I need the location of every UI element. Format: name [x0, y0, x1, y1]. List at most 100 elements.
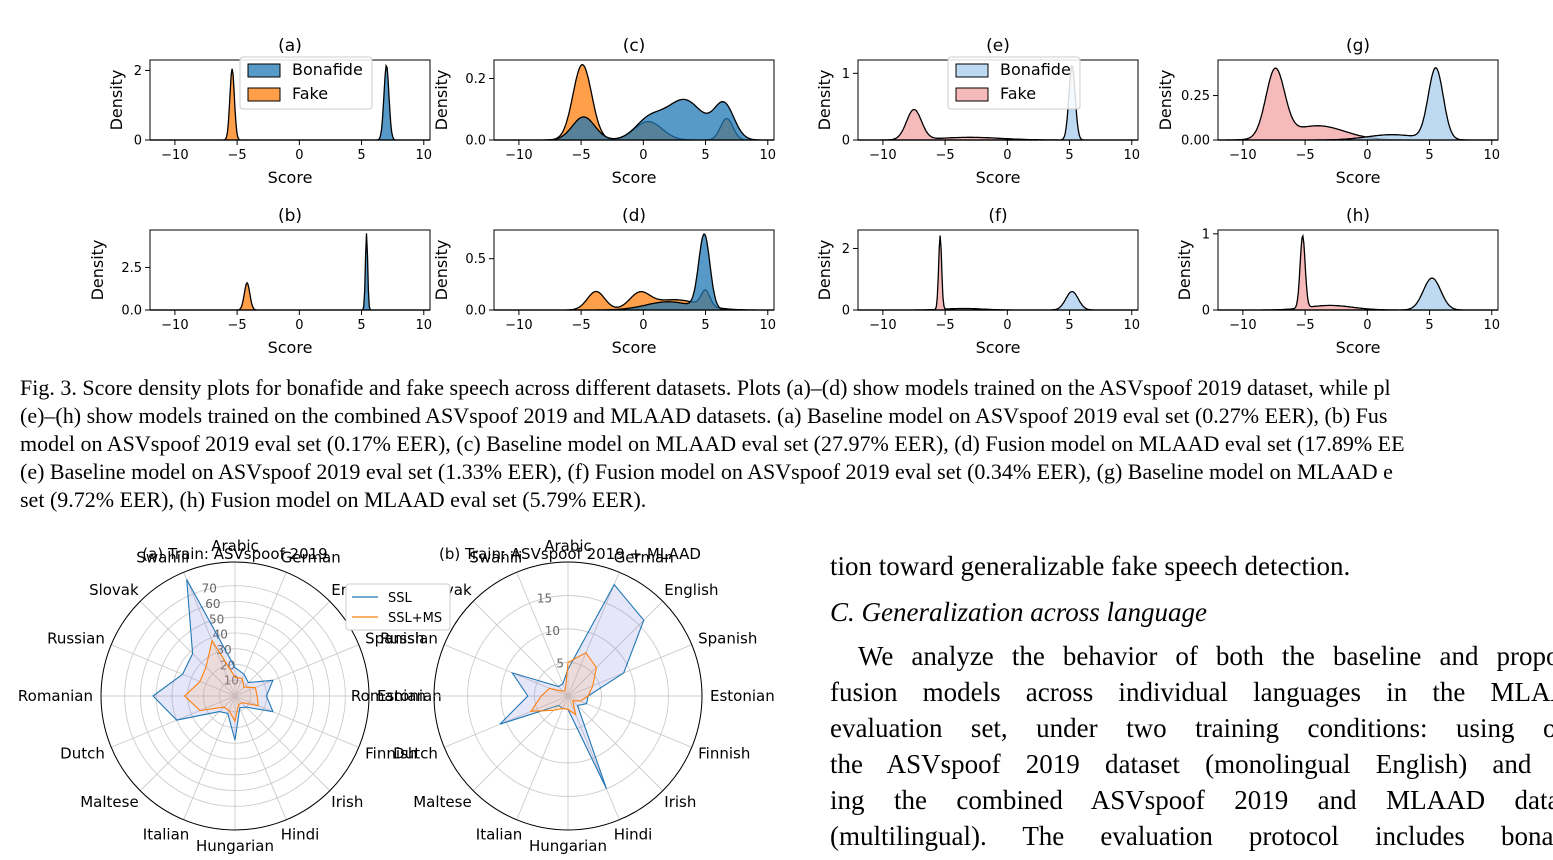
panel-title: (e) [986, 36, 1010, 56]
radial-tick-label: 5 [556, 656, 564, 670]
panel-frame [149, 229, 431, 311]
y-tick-label: 0.0 [465, 134, 486, 149]
radial-tick-label: 10 [545, 624, 560, 638]
density-panel: (e) −10 −5 0 5 10 0 1 Score Density Bonafide Fake [815, 36, 1140, 187]
x-tick-label: 5 [357, 318, 365, 333]
x-tick-label: 5 [1065, 148, 1073, 163]
category-label: German [614, 548, 674, 566]
density-panel: (h) −10 −5 0 5 10 0 1 Score Density [1175, 206, 1500, 357]
y-axis-label: Density [107, 70, 126, 131]
category-label: Spanish [365, 630, 424, 648]
x-tick-label: 5 [701, 318, 709, 333]
panel-frame [1217, 59, 1499, 141]
y-tick-label: 1 [1202, 227, 1210, 242]
category-label: Dutch [60, 744, 105, 762]
density-curve-fake [150, 281, 430, 311]
panel-title: (a) [278, 36, 302, 56]
legend-label: SSL+MS [388, 611, 442, 626]
x-tick-label: −5 [572, 318, 591, 333]
x-tick-label: −10 [1229, 318, 1256, 333]
category-label: Romanian [351, 687, 426, 705]
radar-spoke [516, 572, 569, 697]
x-tick-label: 10 [416, 148, 433, 163]
category-label: Slovak [89, 581, 139, 599]
x-tick-label: 10 [416, 318, 433, 333]
category-label: Maltese [80, 793, 138, 811]
density-curve-bonafide [494, 98, 774, 141]
radar-title: (b) Train: ASVspoof 2019 + MLAAD [439, 545, 701, 563]
density-curve-fake [1218, 233, 1498, 311]
radar-spoke [234, 695, 287, 820]
x-tick-label: −10 [161, 148, 188, 163]
section-heading: C. Generalization across language [830, 597, 1207, 627]
radar-outer-ring [100, 561, 370, 831]
category-label: Dutch [393, 744, 438, 762]
y-axis-label: Density [432, 240, 451, 301]
radar-series-ssl [152, 579, 274, 741]
y-axis-label: Density [815, 240, 834, 301]
category-label: Italian [143, 826, 190, 844]
x-tick-label: −5 [228, 148, 247, 163]
x-tick-label: 10 [760, 148, 777, 163]
y-axis-label: Density [1175, 240, 1194, 301]
category-label: Russian [380, 630, 438, 648]
radar-spoke [472, 695, 569, 792]
y-tick-label: 0 [842, 134, 850, 149]
x-tick-label: −10 [1229, 148, 1256, 163]
x-tick-label: −5 [936, 318, 955, 333]
density-panel: (f) −10 −5 0 5 10 0 2 Score Density [815, 206, 1140, 357]
density-curve-bonafide [858, 290, 1138, 311]
x-tick-label: 10 [1124, 318, 1141, 333]
paragraph-line: fusion models across individual language… [830, 677, 1553, 707]
y-tick-label: 0 [134, 134, 142, 149]
radar-title: (a) Train: ASVspoof 2019 [142, 545, 327, 563]
y-axis-label: Density [1156, 70, 1175, 131]
category-label: German [281, 548, 341, 566]
radial-tick-label: 60 [205, 597, 220, 611]
density-curve-fake [858, 108, 1138, 141]
density-curve-bonafide [150, 233, 430, 311]
panel-title: (d) [622, 206, 646, 226]
x-tick-label: −10 [869, 318, 896, 333]
x-tick-label: −5 [1296, 148, 1315, 163]
x-tick-label: 0 [639, 318, 647, 333]
category-label: English [664, 581, 718, 599]
legend-label: Fake [1000, 84, 1036, 103]
radar-spoke [444, 695, 569, 748]
radar-outer-ring [433, 561, 703, 831]
radar-panel: 5 10 15 Arabic German English Spanish Estonian F… [351, 537, 775, 855]
x-tick-label: 10 [760, 318, 777, 333]
x-axis-label: Score [1336, 338, 1381, 357]
score-density-figure: (a)−10 −5 0 5 1002ScoreDensityBonafideFake(b… [88, 36, 1500, 357]
x-axis-label: Score [268, 338, 313, 357]
y-axis-label: Density [88, 240, 107, 301]
legend-swatch [247, 87, 281, 102]
category-label: Hungarian [529, 837, 607, 855]
x-tick-label: 5 [1065, 318, 1073, 333]
paragraph-line: ing the combined ASVspoof 2019 and MLAAD… [830, 785, 1553, 815]
x-tick-label: 5 [357, 148, 365, 163]
panel-title: (b) [278, 206, 302, 226]
radar-spoke [234, 695, 331, 792]
density-panel: (d) −10 −5 0 5 10 0.0 0.5 Score Density [432, 206, 776, 357]
x-tick-label: 0 [1003, 318, 1011, 333]
density-curve-bonafide [1218, 277, 1498, 311]
category-label: Italian [476, 826, 523, 844]
y-tick-label: 2 [134, 64, 142, 79]
panel-title: (c) [623, 36, 646, 56]
y-axis-label: Density [815, 70, 834, 131]
density-curve-fake [1218, 67, 1498, 141]
x-tick-label: −10 [505, 318, 532, 333]
legend-label: Bonafide [292, 60, 363, 79]
x-axis-label: Score [612, 168, 657, 187]
legend-swatch [247, 63, 281, 78]
panel-frame [493, 59, 775, 141]
radar-spoke [567, 600, 664, 697]
y-tick-label: 0.5 [465, 252, 486, 267]
x-tick-label: 10 [1484, 318, 1501, 333]
x-tick-label: 0 [295, 318, 303, 333]
radar-spoke [139, 600, 236, 697]
density-panel: (b) −10 −5 0 5 10 0.0 2.5 Score Density [88, 206, 432, 357]
radar-spoke [111, 644, 236, 697]
caption-line: (e) Baseline model on ASVspoof 2019 eval… [20, 459, 1393, 484]
